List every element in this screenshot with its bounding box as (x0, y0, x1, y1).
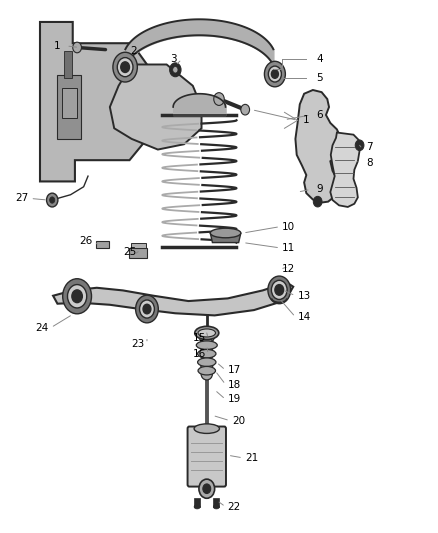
Ellipse shape (194, 424, 219, 433)
Circle shape (272, 280, 287, 300)
Text: 6: 6 (316, 110, 323, 120)
Text: 21: 21 (245, 453, 258, 463)
Circle shape (67, 285, 87, 308)
Circle shape (275, 285, 284, 295)
Text: 11: 11 (282, 243, 296, 253)
Text: 8: 8 (366, 158, 373, 168)
Circle shape (214, 93, 224, 106)
Text: 14: 14 (297, 312, 311, 322)
Text: 5: 5 (316, 73, 323, 83)
Circle shape (173, 67, 178, 73)
Circle shape (73, 42, 81, 53)
Text: 27: 27 (15, 193, 28, 204)
Text: 4: 4 (316, 54, 323, 64)
Text: 25: 25 (123, 247, 136, 256)
Polygon shape (210, 233, 241, 243)
Ellipse shape (210, 228, 241, 238)
Bar (213, 498, 219, 507)
Circle shape (49, 197, 55, 203)
Circle shape (265, 61, 286, 87)
Text: 3: 3 (170, 54, 177, 64)
Circle shape (268, 276, 290, 304)
Ellipse shape (195, 326, 219, 340)
Circle shape (241, 104, 250, 115)
Bar (64, 51, 72, 78)
Text: 7: 7 (366, 142, 373, 152)
Ellipse shape (198, 367, 215, 375)
Circle shape (199, 479, 215, 498)
Text: 1: 1 (54, 41, 61, 51)
Text: 12: 12 (282, 264, 296, 274)
Bar (62, 88, 77, 118)
Ellipse shape (201, 368, 212, 380)
Bar (96, 241, 109, 248)
Bar (131, 243, 146, 248)
Ellipse shape (213, 505, 219, 509)
FancyBboxPatch shape (187, 426, 226, 487)
Ellipse shape (196, 341, 217, 350)
Ellipse shape (194, 505, 200, 509)
Text: 1: 1 (303, 115, 310, 125)
Ellipse shape (200, 348, 213, 360)
Text: 22: 22 (228, 502, 241, 512)
Circle shape (140, 300, 154, 318)
Ellipse shape (198, 329, 215, 337)
Ellipse shape (198, 358, 216, 367)
Bar (194, 498, 200, 507)
Circle shape (268, 66, 282, 82)
Polygon shape (40, 22, 147, 181)
Text: 16: 16 (193, 349, 206, 359)
Bar (57, 75, 81, 139)
Circle shape (72, 290, 82, 303)
Ellipse shape (199, 328, 215, 344)
Ellipse shape (200, 338, 214, 352)
Bar (130, 248, 147, 258)
Circle shape (63, 279, 92, 314)
Polygon shape (330, 133, 360, 207)
Text: 15: 15 (193, 333, 206, 343)
Text: 20: 20 (232, 416, 245, 426)
Text: 23: 23 (131, 338, 145, 349)
Text: 19: 19 (228, 394, 241, 405)
Circle shape (313, 196, 322, 207)
Text: 10: 10 (283, 222, 295, 232)
Polygon shape (53, 282, 293, 316)
Text: 13: 13 (297, 290, 311, 301)
Circle shape (46, 193, 58, 207)
Text: 26: 26 (79, 236, 92, 246)
Polygon shape (295, 90, 341, 203)
Text: 9: 9 (316, 184, 323, 195)
Circle shape (121, 62, 130, 72)
Text: 17: 17 (228, 365, 241, 375)
Circle shape (355, 140, 364, 151)
Ellipse shape (198, 350, 216, 358)
Circle shape (170, 63, 181, 77)
Circle shape (113, 52, 138, 82)
Circle shape (136, 295, 158, 323)
Circle shape (203, 484, 211, 494)
Text: 2: 2 (131, 46, 137, 56)
Text: 18: 18 (228, 379, 241, 390)
Circle shape (117, 58, 133, 77)
Polygon shape (110, 64, 201, 150)
Text: 24: 24 (35, 322, 49, 333)
Circle shape (272, 70, 279, 78)
Ellipse shape (201, 359, 213, 371)
Circle shape (143, 304, 151, 314)
